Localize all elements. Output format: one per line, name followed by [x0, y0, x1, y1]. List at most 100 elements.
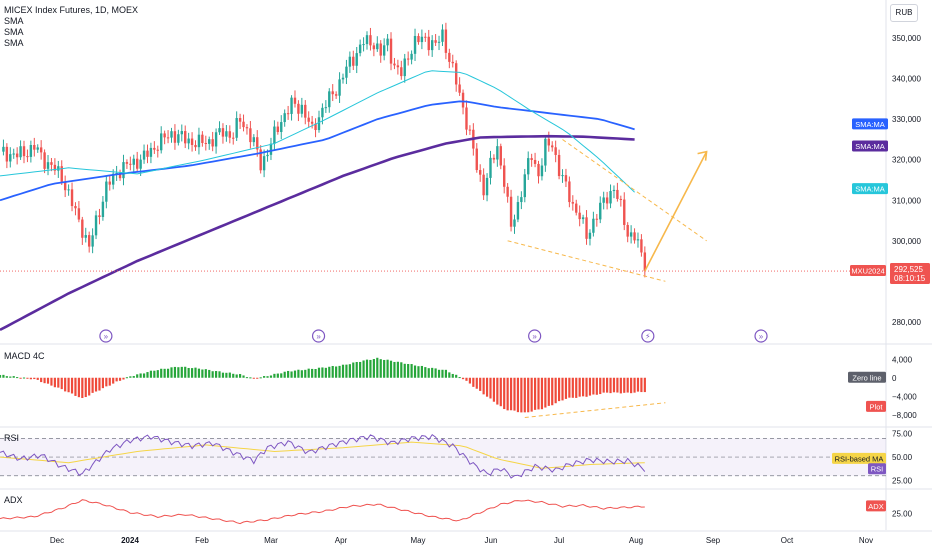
candle-body [499, 146, 502, 166]
macd-bar [81, 377, 84, 399]
macd-pane[interactable]: 4,000 0 −4,000 −8,000 Zero line Plot [0, 355, 917, 420]
rsi-title[interactable]: RSI [4, 433, 20, 443]
adx-tick-label: 25.00 [892, 510, 913, 519]
macd-bar [88, 377, 91, 396]
candle-body [430, 40, 434, 51]
macd-bar [372, 359, 375, 378]
symbol-title[interactable]: MICEX Index Futures, 1D, MOEX [4, 5, 139, 15]
candle-body [77, 208, 81, 220]
macd-bar [314, 369, 317, 378]
adx-value-label[interactable]: ADX [866, 500, 886, 512]
legend-sma-1[interactable]: SMA [4, 16, 24, 26]
price-tick-label: 310,000 [892, 196, 921, 205]
macd-bar [40, 377, 43, 383]
dividend-event-icon[interactable]: ⚡ [641, 329, 655, 343]
adx-title[interactable]: ADX [4, 495, 23, 505]
rsi-value-label[interactable]: RSI [868, 463, 886, 475]
forward-event-icon[interactable]: » [311, 329, 326, 343]
forward-event-icon[interactable]: » [754, 329, 768, 343]
price-pane[interactable]: » » » ⚡ » [0, 0, 932, 530]
candle-body [386, 38, 389, 46]
candle-body [242, 121, 245, 128]
macd-bar [530, 377, 533, 412]
candle-body [87, 235, 91, 247]
macd-bar [523, 377, 526, 413]
macd-bar [300, 370, 303, 378]
rsi-ma-label[interactable]: RSI-based MA [832, 452, 886, 464]
candle-body [29, 144, 33, 157]
candle-body [122, 162, 125, 179]
macd-title[interactable]: MACD 4C [4, 351, 45, 361]
macd-bar [544, 377, 547, 408]
symbol-badge[interactable]: MXU2024 [851, 267, 884, 276]
candle-body [70, 189, 74, 207]
macd-bar [307, 368, 310, 378]
candle-body [564, 175, 568, 182]
macd-bar [290, 371, 293, 378]
macd-bar [575, 377, 578, 398]
candle-body [108, 181, 111, 185]
macd-bar [564, 377, 568, 399]
candle-body [365, 35, 369, 45]
candle-body [592, 218, 595, 233]
adx-pane[interactable]: 25.00 ADX [0, 499, 913, 525]
macd-bar [362, 360, 365, 378]
price-axis[interactable]: 350,000 340,000 330,000 320,000 310,000 300,0… [850, 34, 930, 327]
sma-axis-label[interactable]: SMA:MA [852, 118, 888, 130]
event-circle [641, 329, 655, 343]
rsi-ma-line [0, 441, 645, 469]
zero-line-text: Zero line [852, 373, 881, 382]
macd-bar [640, 377, 643, 393]
adx-badge [866, 500, 886, 512]
candle-body [276, 126, 280, 133]
candle-body [475, 148, 478, 171]
macd-plot-label[interactable]: Plot [866, 400, 886, 412]
candle-body [437, 41, 441, 43]
candle-body [403, 58, 406, 77]
macd-bar [499, 377, 502, 407]
macd-bar [561, 377, 564, 401]
candle-body [389, 38, 393, 64]
macd-bar [427, 368, 430, 378]
rsi-pane[interactable]: 75.00 50.00 25.00 RSI-based MA RSI [0, 430, 913, 486]
price-tick-label: 320,000 [892, 156, 921, 165]
macd-bar [304, 369, 307, 378]
time-axis-label: Jun [485, 536, 498, 545]
forward-event-icon[interactable]: » [99, 329, 113, 343]
macd-bar [12, 376, 15, 378]
macd-bar [16, 377, 19, 379]
sma-long-line [0, 134, 635, 332]
macd-bar [170, 367, 173, 378]
candle-body [180, 131, 183, 135]
candle-body [465, 107, 468, 130]
macd-tick-label: 0 [892, 374, 897, 383]
macd-bar [355, 362, 358, 378]
legend-sma-2[interactable]: SMA [4, 27, 24, 37]
sma-axis-label[interactable]: SMA:MA [852, 140, 888, 152]
macd-bar [136, 374, 139, 378]
time-axis-label: Mar [264, 536, 278, 545]
candle-body [513, 219, 516, 227]
candle-body [197, 134, 201, 148]
candle-body [479, 170, 482, 175]
candle-body [280, 122, 283, 133]
candle-body [406, 58, 410, 60]
candle-body [252, 137, 256, 143]
candle-body [348, 56, 352, 67]
zero-line-label[interactable]: Zero line [848, 371, 886, 383]
legend-sma-3[interactable]: SMA [4, 38, 24, 48]
macd-bar [184, 366, 187, 378]
macd-bar [321, 367, 324, 378]
candle-body [427, 36, 430, 51]
price-tick-label: 300,000 [892, 237, 921, 246]
time-axis[interactable]: Dec 2024 Feb Mar Apr May Jun Jul Aug Sep Oct Nov [0, 530, 932, 545]
currency-button[interactable]: RUB [890, 4, 918, 22]
macd-bar [84, 377, 87, 398]
sma-axis-label[interactable]: SMA:MA [852, 183, 888, 195]
forward-event-icon[interactable]: » [528, 329, 542, 343]
candle-body [9, 154, 12, 162]
candle-body [232, 137, 235, 139]
macd-bar [26, 377, 29, 379]
macd-bar [225, 372, 228, 378]
